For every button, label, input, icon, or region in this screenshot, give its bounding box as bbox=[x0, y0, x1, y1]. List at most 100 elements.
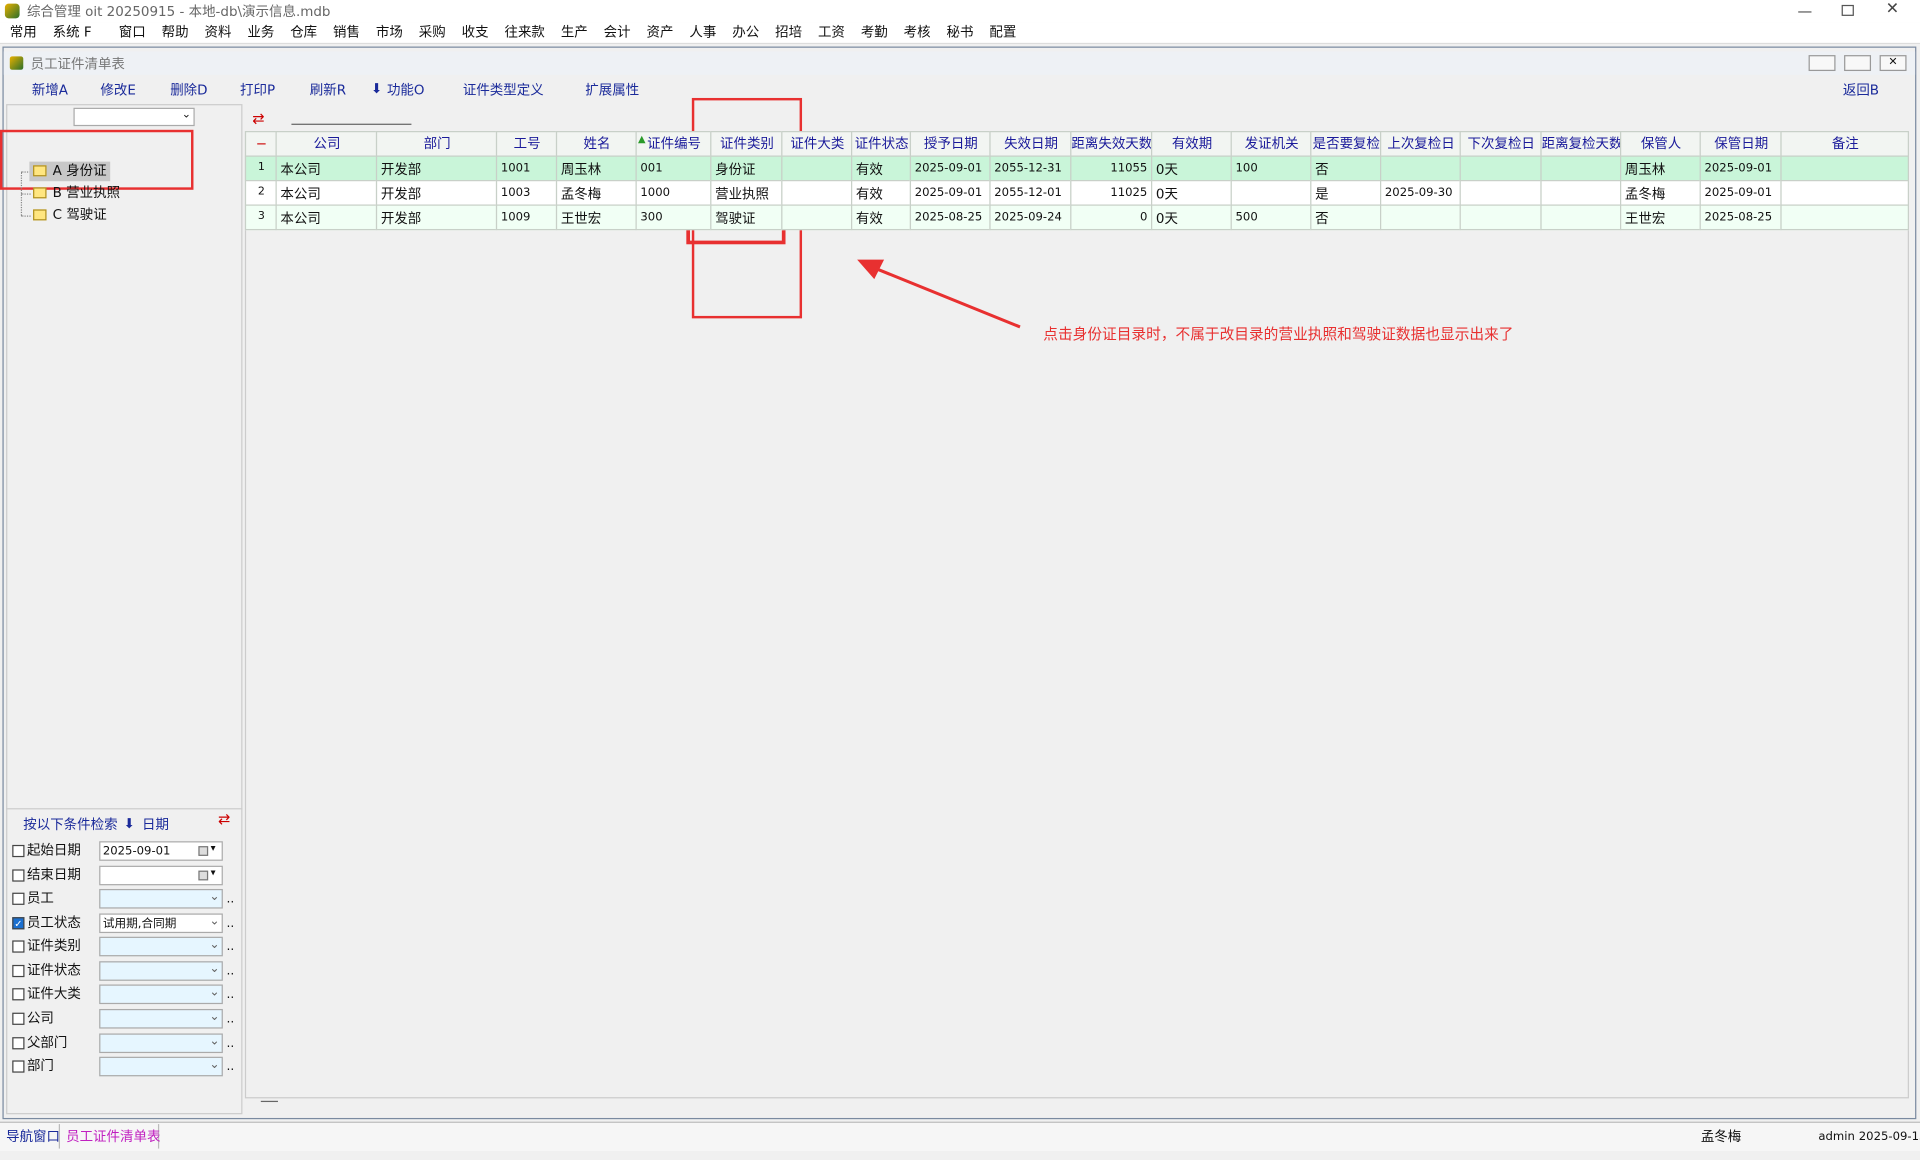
column-header-label[interactable]: 部门 bbox=[423, 135, 451, 152]
field-input[interactable]: 2025-09-01 ▾ bbox=[99, 841, 223, 861]
child-max[interactable] bbox=[1844, 55, 1872, 72]
column-header-label[interactable]: 证件类别 bbox=[720, 135, 774, 152]
menu-item[interactable]: 资产 bbox=[646, 24, 674, 41]
menu-item[interactable]: 考核 bbox=[903, 24, 931, 41]
menu-item[interactable]: 办公 bbox=[732, 24, 760, 41]
column-header-label[interactable]: 姓名 bbox=[583, 135, 611, 152]
column-header-label[interactable]: 公司 bbox=[313, 135, 341, 152]
menu-item[interactable]: 考勤 bbox=[860, 24, 888, 41]
child-close[interactable]: ✕ bbox=[1879, 55, 1907, 72]
cell-text: 0天 bbox=[1155, 210, 1178, 227]
checkbox[interactable]: ✓ bbox=[12, 917, 25, 930]
tree-filter-dropdown[interactable]: ⌄ bbox=[73, 107, 195, 127]
table-cell: 王世宏 bbox=[555, 204, 637, 231]
toolbar-button[interactable]: 扩展属性 bbox=[585, 82, 640, 98]
field-input[interactable]: ⌄ bbox=[99, 936, 223, 957]
menu-item[interactable]: 市场 bbox=[375, 24, 403, 41]
column-header-label[interactable]: 上次复检日 bbox=[1387, 135, 1455, 152]
menu-item[interactable]: 常用 bbox=[9, 24, 37, 41]
column-header-label[interactable]: 授予日期 bbox=[923, 135, 978, 152]
field-input[interactable]: ▾ bbox=[99, 865, 223, 886]
menu-item[interactable]: 资料 bbox=[204, 24, 232, 41]
menu-item[interactable]: 窗口 bbox=[118, 24, 146, 41]
checkbox[interactable] bbox=[12, 869, 25, 882]
menu-item[interactable]: 工资 bbox=[817, 24, 845, 41]
column-header-label[interactable]: 距离失效天数 bbox=[1071, 135, 1153, 152]
cell-text: 1000 bbox=[640, 186, 671, 200]
toolbar-button[interactable]: 打印P bbox=[240, 82, 276, 98]
field-input[interactable]: 试用期,合同期 ⌄ bbox=[99, 913, 223, 934]
table-cell: 001 bbox=[635, 155, 712, 182]
field-input[interactable]: ⌄ bbox=[99, 888, 223, 909]
checkbox[interactable] bbox=[12, 892, 25, 905]
column-header-label[interactable]: 是否要复检 bbox=[1312, 135, 1381, 152]
sort-label[interactable]: 日期 bbox=[142, 816, 169, 833]
child-min[interactable] bbox=[1808, 55, 1836, 72]
cell-text: 本公司 bbox=[280, 161, 321, 178]
menu-item[interactable]: 人事 bbox=[689, 24, 717, 41]
column-header-label[interactable]: 保管人 bbox=[1640, 135, 1682, 152]
column-header: 保管日期 bbox=[1699, 131, 1782, 157]
checkbox[interactable] bbox=[12, 1060, 25, 1073]
toolbar-button[interactable]: 新增A bbox=[31, 82, 68, 98]
close-button[interactable]: ✕ bbox=[1885, 0, 1900, 19]
menu-item[interactable]: 销售 bbox=[333, 24, 361, 41]
menu-item[interactable]: 招培 bbox=[775, 24, 803, 41]
column-header-label[interactable]: 证件编号 bbox=[647, 135, 702, 152]
status-tab[interactable]: 员工证件清单表 bbox=[66, 1128, 161, 1145]
column-header-label[interactable]: 距离复检天数 bbox=[1541, 135, 1623, 152]
toolbar-button[interactable]: 证件类型定义 bbox=[462, 82, 544, 98]
dropdown-arrow: ⌄ bbox=[209, 962, 220, 976]
checkbox[interactable] bbox=[12, 964, 25, 978]
minimize-button[interactable]: — bbox=[1797, 2, 1813, 20]
checkbox[interactable] bbox=[12, 1037, 25, 1050]
column-header-label[interactable]: 下次复检日 bbox=[1467, 135, 1535, 152]
more-dots: .. bbox=[226, 917, 235, 931]
field-input[interactable]: ⌄ bbox=[99, 1033, 223, 1054]
checkbox[interactable] bbox=[12, 1012, 25, 1025]
column-header-label[interactable]: 有效期 bbox=[1171, 135, 1213, 152]
toolbar-button[interactable]: 功能O bbox=[386, 82, 425, 98]
tree-node[interactable]: B 营业执照 bbox=[52, 184, 121, 201]
toolbar-button[interactable]: 删除D bbox=[170, 82, 208, 98]
column-header-label[interactable]: 证件大类 bbox=[790, 135, 845, 152]
column-header-label[interactable]: 工号 bbox=[513, 135, 541, 152]
status-nav[interactable]: 导航窗口 bbox=[6, 1128, 61, 1145]
restore-button[interactable] bbox=[1841, 4, 1854, 16]
menu-item[interactable]: 收支 bbox=[461, 24, 489, 41]
tree-node[interactable]: A 身份证 bbox=[52, 162, 107, 179]
menu-item[interactable]: 往来款 bbox=[504, 24, 545, 41]
swap-icon[interactable]: ⇄ bbox=[217, 810, 231, 828]
calendar-icon bbox=[198, 846, 209, 856]
column-header-label[interactable]: 发证机关 bbox=[1244, 135, 1299, 152]
search-title[interactable]: 按以下条件检索 bbox=[23, 816, 118, 833]
menu-item[interactable]: 生产 bbox=[560, 24, 588, 41]
menu-item[interactable]: 配置 bbox=[989, 24, 1017, 41]
menu-item[interactable]: 会计 bbox=[603, 24, 631, 41]
field-input[interactable]: ⌄ bbox=[99, 984, 223, 1005]
toolbar-button[interactable]: 刷新R bbox=[309, 82, 347, 98]
menu-item[interactable]: 采购 bbox=[418, 24, 446, 41]
field-input[interactable]: ⌄ bbox=[99, 1056, 223, 1077]
field-label: 公司 bbox=[26, 1010, 54, 1027]
menu-item[interactable]: 帮助 bbox=[161, 24, 189, 41]
field-input[interactable]: ⌄ bbox=[99, 1008, 223, 1029]
column-header-label[interactable]: 备注 bbox=[1831, 135, 1859, 152]
checkbox[interactable] bbox=[12, 844, 25, 858]
column-header-label[interactable]: 保管日期 bbox=[1714, 135, 1769, 152]
toolbar-button[interactable]: 修改E bbox=[100, 82, 136, 98]
swap-icon[interactable]: ⇄ bbox=[252, 110, 265, 128]
checkbox[interactable] bbox=[12, 940, 25, 953]
return-button[interactable]: 返回B bbox=[1842, 82, 1880, 98]
menu-item[interactable]: 系统 F bbox=[52, 24, 92, 41]
column-header-label[interactable]: 证件状态 bbox=[854, 135, 909, 152]
menu-item[interactable]: 秘书 bbox=[946, 24, 974, 41]
menu-item[interactable]: 仓库 bbox=[290, 24, 318, 41]
cell-text: 王世宏 bbox=[560, 210, 602, 227]
field-input[interactable]: ⌄ bbox=[99, 961, 223, 981]
checkbox[interactable] bbox=[12, 988, 25, 1001]
tree-node[interactable]: C 驾驶证 bbox=[52, 206, 107, 223]
column-header-label[interactable]: 失效日期 bbox=[1004, 135, 1058, 152]
column-header-label[interactable]: − bbox=[255, 135, 268, 152]
menu-item[interactable]: 业务 bbox=[247, 24, 275, 41]
